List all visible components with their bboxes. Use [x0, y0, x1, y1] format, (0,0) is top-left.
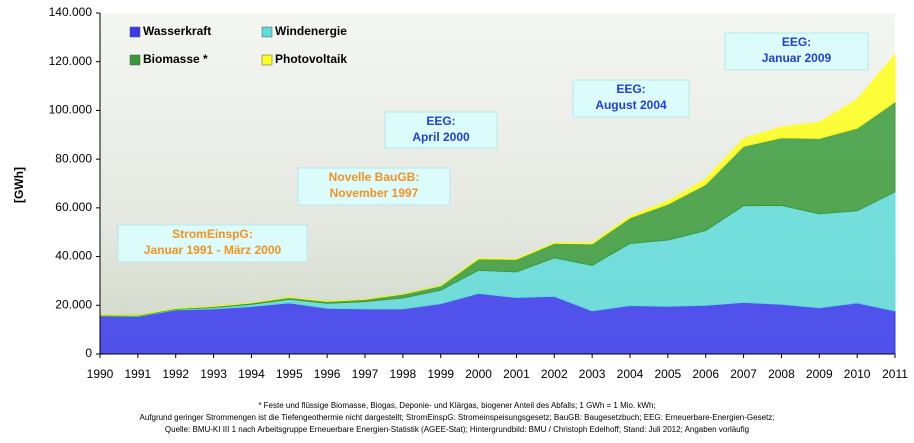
- y-tick-label: 40.000: [55, 249, 92, 263]
- annotation-box: [384, 111, 498, 149]
- annotation-box: [297, 167, 451, 206]
- y-axis-label: [GWh]: [12, 167, 26, 203]
- x-tick-label: 1990: [87, 367, 114, 381]
- annotation-text: Januar 2009: [762, 51, 832, 65]
- annotation-text: EEG:: [782, 35, 811, 49]
- x-tick-label: 2002: [541, 367, 568, 381]
- x-tick-label: 1997: [352, 367, 379, 381]
- annotation-text: November 1997: [330, 186, 419, 200]
- y-tick-label: 140.000: [49, 5, 93, 19]
- y-tick-label: 0: [85, 346, 92, 360]
- x-tick-label: 1998: [390, 367, 417, 381]
- legend-swatch: [261, 54, 273, 66]
- annotation-text: StromEinspG:: [172, 227, 253, 241]
- legend-swatch: [129, 54, 141, 66]
- annotation-text: EEG:: [426, 114, 455, 128]
- y-tick-label: 100.000: [49, 103, 93, 117]
- legend-label: Photovoltaik: [275, 52, 347, 66]
- x-tick-label: 2010: [844, 367, 871, 381]
- x-tick-label: 1994: [238, 367, 265, 381]
- footnote: * Feste und flüssige Biomasse, Biogas, D…: [258, 401, 655, 410]
- legend-swatch: [129, 26, 141, 38]
- annotation-text: August 2004: [595, 98, 667, 112]
- legend-swatch: [261, 26, 273, 38]
- annotation-box: [572, 79, 690, 118]
- y-tick-label: 20.000: [55, 297, 92, 311]
- x-tick-label: 2004: [617, 367, 644, 381]
- x-tick-label: 1995: [276, 367, 303, 381]
- footnote: Aufgrund geringer Strommengen ist die Ti…: [139, 413, 774, 422]
- annotation-text: EEG:: [616, 82, 645, 96]
- legend-label: Wasserkraft: [143, 24, 211, 38]
- x-tick-label: 2005: [655, 367, 682, 381]
- x-tick-label: 1999: [427, 367, 454, 381]
- area: [99, 53, 896, 316]
- x-tick-label: 1996: [314, 367, 341, 381]
- y-tick-label: 120.000: [49, 54, 93, 68]
- x-tick-label: 1993: [200, 367, 227, 381]
- x-tick-label: 2007: [730, 367, 757, 381]
- legend-label: Windenergie: [275, 24, 347, 38]
- x-tick-label: 1991: [125, 367, 152, 381]
- x-tick-label: 2009: [806, 367, 833, 381]
- annotation-box: [117, 224, 308, 263]
- x-tick-label: 2006: [692, 367, 719, 381]
- y-tick-label: 60.000: [55, 200, 92, 214]
- x-tick-label: 1992: [162, 367, 189, 381]
- footnote: Quelle: BMU-KI III 1 nach Arbeitsgruppe …: [165, 425, 749, 434]
- x-tick-label: 2003: [579, 367, 606, 381]
- annotation-box: [724, 32, 869, 71]
- annotation-text: April 2000: [412, 130, 470, 144]
- x-tick-label: 2011: [882, 367, 908, 381]
- x-tick-label: 2008: [768, 367, 795, 381]
- annotation-text: Novelle BauGB:: [329, 170, 420, 184]
- annotation-text: Januar 1991 - März 2000: [144, 243, 282, 257]
- y-tick-label: 80.000: [55, 151, 92, 165]
- legend-label: Biomasse *: [143, 52, 208, 66]
- x-tick-label: 2001: [503, 367, 530, 381]
- x-tick-label: 2000: [465, 367, 492, 381]
